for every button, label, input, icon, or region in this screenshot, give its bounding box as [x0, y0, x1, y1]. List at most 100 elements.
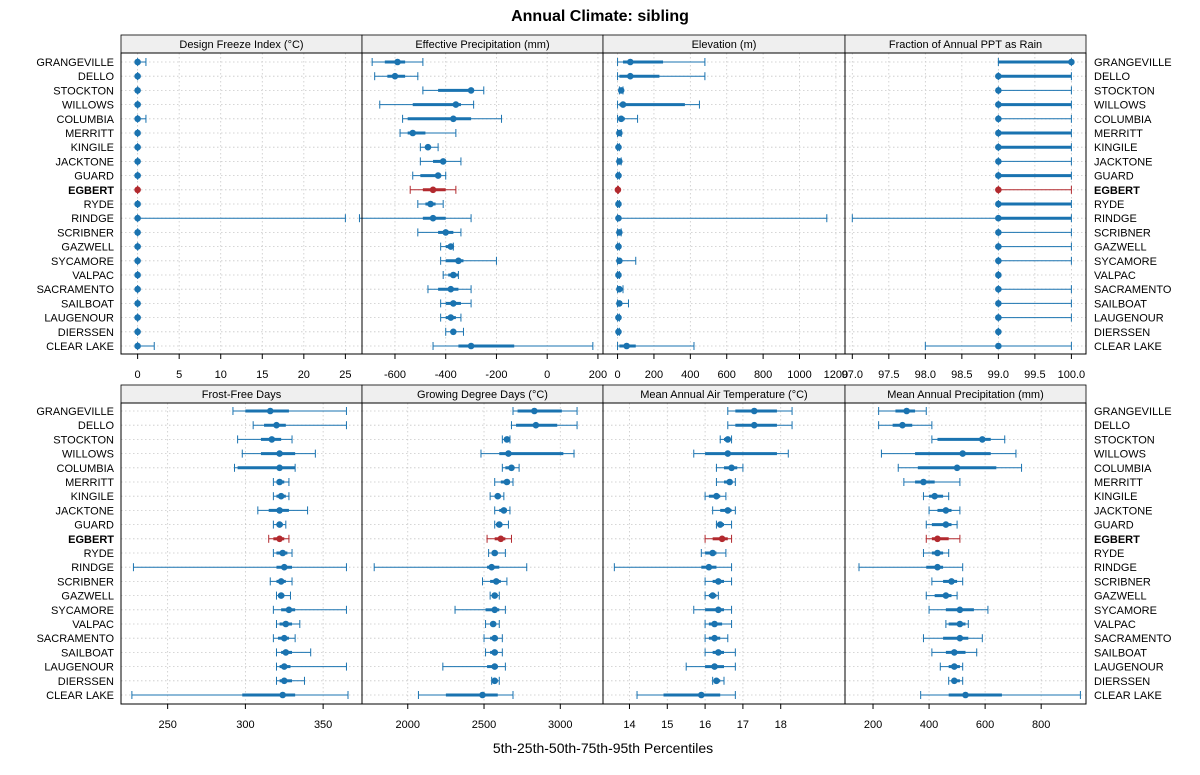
- median-point-growing-degree-days-c-laugenour: [491, 663, 499, 670]
- median-point-design-freeze-index-c-ryde: [134, 200, 141, 208]
- chart-title: Annual Climate: sibling: [511, 8, 689, 25]
- row-growing-degree-days-c-sacramento: [483, 634, 503, 643]
- median-point-mean-annual-air-temperature-c-gazwell: [709, 592, 716, 599]
- median-point-effective-precipitation-mm-kingile: [424, 143, 432, 151]
- median-point-design-freeze-index-c-kingile: [134, 143, 141, 151]
- median-point-elevation-m-willows: [619, 101, 627, 108]
- station-label-right-sycamore-0: SYCAMORE: [1094, 256, 1157, 268]
- row-effective-precipitation-mm-sailboat: [440, 299, 472, 308]
- row-fraction-of-annual-ppt-as-rain-stockton: [995, 86, 1072, 95]
- row-fraction-of-annual-ppt-as-rain-sycamore: [995, 256, 1072, 265]
- row-frost-free-days-dierssen: [275, 676, 305, 685]
- median-point-effective-precipitation-mm-grangeville: [394, 58, 401, 66]
- row-growing-degree-days-c-sailboat: [485, 648, 503, 657]
- panel-title-mean-annual-precipitation-mm: Mean Annual Precipitation (mm): [887, 389, 1044, 401]
- median-point-mean-annual-air-temperature-c-rindge: [705, 563, 713, 571]
- median-point-growing-degree-days-c-stockton: [503, 436, 511, 443]
- row-frost-free-days-sacramento: [272, 634, 296, 643]
- median-point-fraction-of-annual-ppt-as-rain-columbia: [995, 115, 1002, 123]
- row-growing-degree-days-c-dello: [510, 421, 578, 430]
- station-label-right-scribner-0: SCRIBNER: [1094, 227, 1151, 239]
- panel-border-frost-free-days: [120, 402, 363, 705]
- station-label-right-guard-0: GUARD: [1094, 171, 1134, 183]
- x-tick-label-growing-degree-days-c-2000: 2000: [396, 719, 420, 731]
- median-point-growing-degree-days-c-rindge: [488, 563, 495, 571]
- station-label-left-dello-0: DELLO: [78, 71, 115, 83]
- row-elevation-m-rindge: [615, 214, 828, 223]
- row-effective-precipitation-mm-gazwell: [440, 242, 455, 251]
- row-mean-annual-precipitation-mm-rindge: [858, 563, 964, 572]
- median-point-growing-degree-days-c-ryde: [491, 549, 499, 557]
- median-point-mean-annual-precipitation-mm-scribner: [948, 578, 955, 585]
- row-mean-annual-precipitation-mm-grangeville: [878, 407, 927, 415]
- row-effective-precipitation-mm-willows: [379, 100, 475, 109]
- station-label-right-clear-lake-1: CLEAR LAKE: [1094, 690, 1162, 702]
- station-label-right-willows-0: WILLOWS: [1094, 100, 1146, 112]
- row-fraction-of-annual-ppt-as-rain-valpac: [995, 271, 1002, 279]
- station-label-left-valpac-1: VALPAC: [72, 619, 114, 631]
- median-point-growing-degree-days-c-sailboat: [491, 649, 499, 656]
- station-label-right-guard-1: GUARD: [1094, 520, 1134, 532]
- row-fraction-of-annual-ppt-as-rain-laugenour: [995, 313, 1072, 322]
- row-frost-free-days-dello: [252, 421, 347, 430]
- median-point-effective-precipitation-mm-merritt: [409, 129, 417, 137]
- row-mean-annual-precipitation-mm-stockton: [931, 435, 1006, 444]
- station-label-left-merritt-1: MERRITT: [65, 477, 114, 489]
- station-label-left-stockton-0: STOCKTON: [53, 85, 114, 97]
- median-point-mean-annual-air-temperature-c-dierssen: [713, 677, 720, 685]
- row-elevation-m-sailboat: [616, 299, 629, 308]
- station-label-left-sycamore-0: SYCAMORE: [51, 256, 114, 268]
- station-label-right-ryde-1: RYDE: [1094, 548, 1124, 560]
- row-mean-annual-air-temperature-c-grangeville: [727, 407, 793, 415]
- median-point-mean-annual-air-temperature-c-sailboat: [715, 649, 722, 656]
- median-point-elevation-m-egbert: [614, 186, 622, 194]
- median-point-mean-annual-air-temperature-c-merritt: [726, 478, 733, 486]
- median-point-mean-annual-precipitation-mm-rindge: [934, 563, 941, 571]
- row-growing-degree-days-c-guard: [494, 520, 509, 529]
- median-point-mean-annual-air-temperature-c-scribner: [715, 578, 722, 585]
- row-design-freeze-index-c-dierssen: [134, 327, 141, 336]
- row-elevation-m-dierssen: [615, 327, 622, 336]
- x-tick-label-design-freeze-index-c-10: 10: [215, 369, 227, 381]
- median-point-fraction-of-annual-ppt-as-rain-scribner: [995, 229, 1002, 236]
- x-tick-label-mean-annual-air-temperature-c-18: 18: [775, 719, 787, 731]
- panel-mean-annual-air-temperature-c: Mean Annual Air Temperature (°C) 14 15 16 17…: [602, 384, 846, 731]
- row-mean-annual-air-temperature-c-ryde: [700, 549, 727, 557]
- x-tick-label-design-freeze-index-c-25: 25: [339, 369, 351, 381]
- row-frost-free-days-merritt: [272, 478, 290, 486]
- row-design-freeze-index-c-dello: [134, 72, 141, 81]
- median-point-frost-free-days-stockton: [268, 436, 276, 443]
- station-label-left-dello-1: DELLO: [78, 420, 115, 432]
- x-tick-label-mean-annual-air-temperature-c-17: 17: [737, 719, 749, 731]
- station-label-left-rindge-0: RINDGE: [71, 213, 114, 225]
- median-point-mean-annual-precipitation-mm-grangeville: [903, 407, 910, 415]
- x-tick-label-elevation-m-800: 800: [754, 369, 772, 381]
- median-point-design-freeze-index-c-gazwell: [134, 243, 141, 250]
- median-point-mean-annual-air-temperature-c-stockton: [724, 436, 732, 443]
- station-label-left-kingile-0: KINGILE: [71, 142, 114, 154]
- median-point-growing-degree-days-c-dello: [532, 421, 540, 429]
- station-label-left-willows-1: WILLOWS: [62, 449, 114, 461]
- row-frost-free-days-columbia: [234, 463, 296, 472]
- median-point-frost-free-days-gazwell: [277, 592, 285, 599]
- row-frost-free-days-stockton: [237, 435, 293, 444]
- station-label-left-merritt-0: MERRITT: [65, 128, 114, 140]
- row-growing-degree-days-c-stockton: [501, 435, 511, 444]
- x-tick-label-frost-free-days-250: 250: [158, 719, 176, 731]
- median-point-frost-free-days-scribner: [277, 578, 285, 585]
- x-tick-label-mean-annual-air-temperature-c-15: 15: [661, 719, 673, 731]
- row-design-freeze-index-c-columbia: [134, 114, 147, 123]
- row-growing-degree-days-c-willows: [480, 449, 575, 458]
- x-tick-label-elevation-m-600: 600: [718, 369, 736, 381]
- row-frost-free-days-scribner: [269, 577, 293, 586]
- x-tick-label-elevation-m-0: 0: [614, 369, 620, 381]
- median-point-growing-degree-days-c-valpac: [489, 620, 497, 628]
- row-growing-degree-days-c-dierssen: [491, 676, 500, 685]
- row-mean-annual-air-temperature-c-valpac: [704, 620, 733, 628]
- median-point-fraction-of-annual-ppt-as-rain-clear-lake: [995, 342, 1002, 350]
- x-tick-label-fraction-of-annual-ppt-as-rain-99: 99.0: [988, 369, 1009, 381]
- median-point-frost-free-days-valpac: [282, 620, 290, 628]
- median-point-elevation-m-merritt: [616, 129, 623, 137]
- row-fraction-of-annual-ppt-as-rain-kingile: [995, 143, 1072, 152]
